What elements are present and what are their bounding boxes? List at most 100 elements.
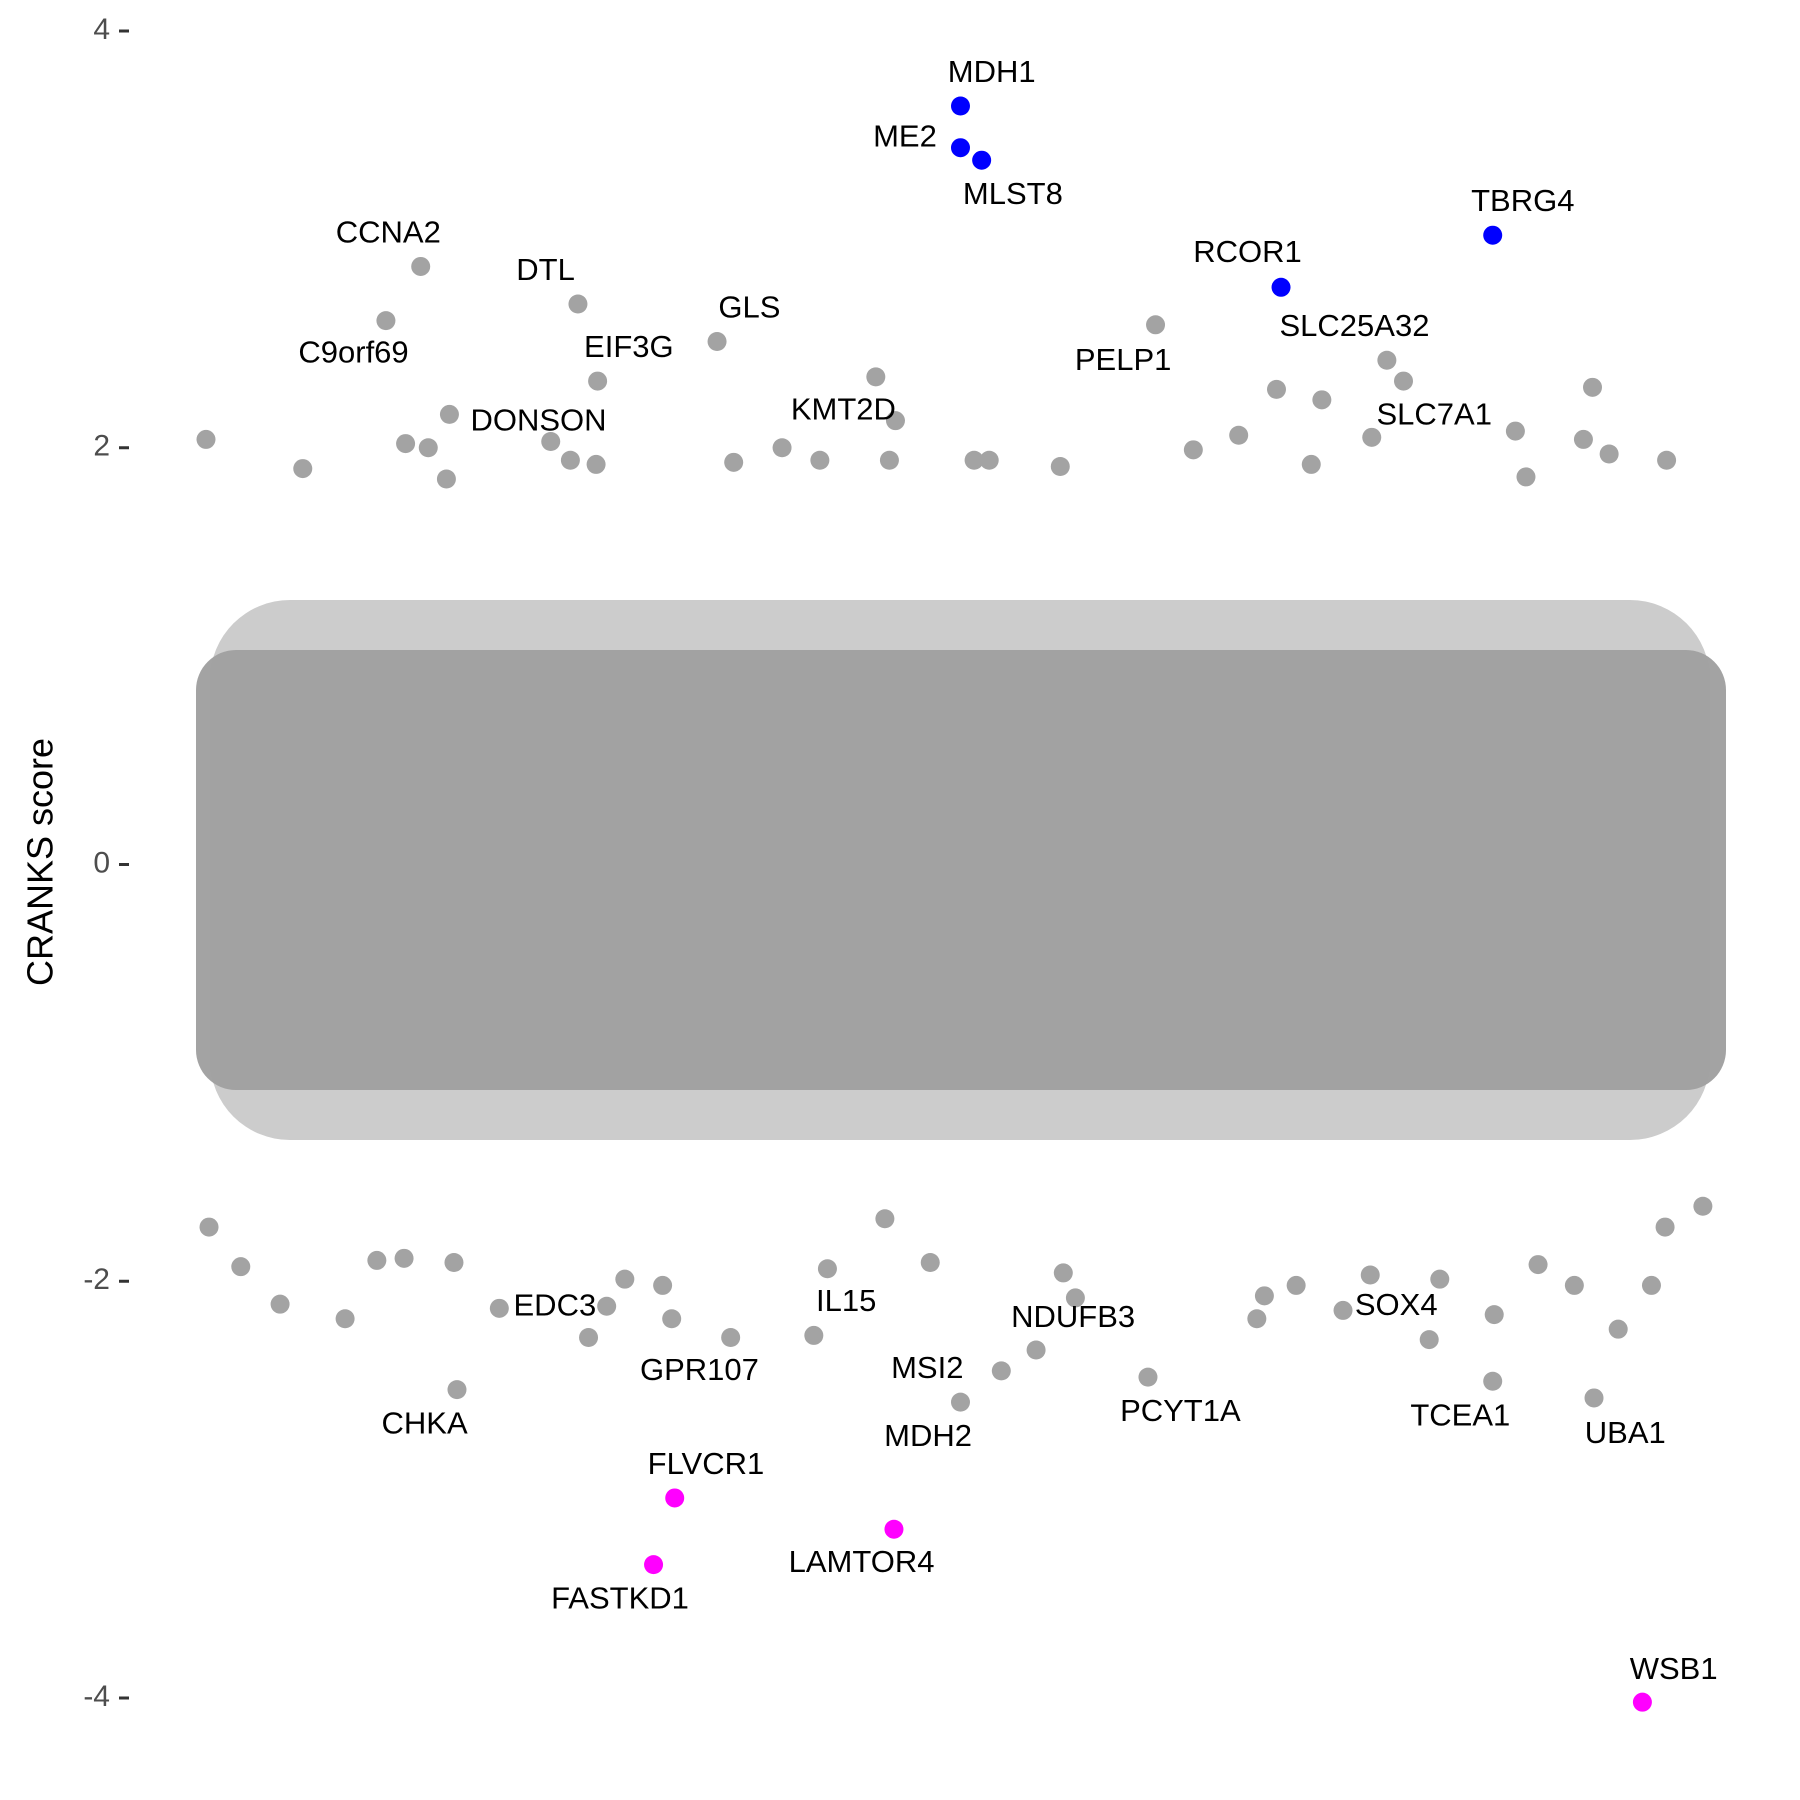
point (1483, 225, 1503, 245)
point (560, 450, 580, 470)
point (665, 1488, 685, 1508)
point (444, 1252, 464, 1272)
y-tick-label: 0 (93, 846, 110, 879)
point (447, 1380, 467, 1400)
point-label: SLC25A32 (1279, 308, 1429, 343)
point-label: GLS (718, 289, 780, 324)
point-label: MDH2 (884, 1418, 972, 1453)
point (196, 429, 216, 449)
point-label: IL15 (816, 1283, 876, 1318)
point (810, 450, 830, 470)
point (1050, 457, 1070, 477)
point (436, 469, 456, 489)
point (1419, 1330, 1439, 1350)
y-tick-label: -4 (83, 1680, 110, 1713)
point (724, 452, 744, 472)
y-tick-label: 2 (93, 430, 110, 463)
point (1394, 371, 1414, 391)
point (588, 371, 608, 391)
point (817, 1259, 837, 1279)
point (964, 450, 984, 470)
point (1286, 1275, 1306, 1295)
point (335, 1309, 355, 1329)
point-label: PCYT1A (1120, 1393, 1241, 1428)
point (1641, 1275, 1661, 1295)
point (1484, 1305, 1504, 1325)
point (721, 1328, 741, 1348)
point (411, 256, 431, 276)
point (489, 1298, 509, 1318)
point (1266, 379, 1286, 399)
point (586, 454, 606, 474)
point (376, 311, 396, 331)
point (1360, 1265, 1380, 1285)
point-label: C9orf69 (298, 334, 408, 369)
point (597, 1296, 617, 1316)
y-tick-label: 4 (93, 13, 110, 46)
point-label: UBA1 (1585, 1415, 1666, 1450)
point (875, 1209, 895, 1229)
point-label: FASTKD1 (551, 1581, 689, 1616)
point (1183, 440, 1203, 460)
point-label: GPR107 (640, 1352, 759, 1387)
point (1608, 1319, 1628, 1339)
point (1573, 429, 1593, 449)
point (644, 1555, 664, 1575)
y-axis-title: CRANKS score (20, 738, 61, 986)
point (1693, 1196, 1713, 1216)
point (979, 450, 999, 470)
point (1138, 1367, 1158, 1387)
point-label: RCOR1 (1193, 234, 1302, 269)
point (866, 367, 886, 387)
point (1247, 1309, 1267, 1329)
point (1312, 390, 1332, 410)
point (950, 96, 970, 116)
point (1564, 1275, 1584, 1295)
point (199, 1217, 219, 1237)
point-label: KMT2D (791, 392, 896, 427)
point (1632, 1692, 1652, 1712)
point (293, 459, 313, 479)
point-label: WSB1 (1630, 1651, 1718, 1686)
dense-point-cloud-edge (210, 600, 1710, 1140)
point-label: MSI2 (891, 1350, 963, 1385)
point (1377, 350, 1397, 370)
point (1301, 454, 1321, 474)
point (1430, 1269, 1450, 1289)
point (653, 1275, 673, 1295)
point (231, 1257, 251, 1277)
point (1528, 1255, 1548, 1275)
point (439, 404, 459, 424)
point (1146, 315, 1166, 335)
y-tick-label: -2 (83, 1263, 110, 1296)
point (1362, 427, 1382, 447)
point-label: SLC7A1 (1376, 397, 1491, 432)
point (1254, 1286, 1274, 1306)
point (541, 431, 561, 451)
point-label: MDH1 (948, 54, 1036, 89)
point-label: TBRG4 (1471, 183, 1574, 218)
point (972, 150, 992, 170)
point (394, 1248, 414, 1268)
point (662, 1309, 682, 1329)
point-label: FLVCR1 (648, 1446, 765, 1481)
point (1483, 1371, 1503, 1391)
point (418, 438, 438, 458)
point (1655, 1217, 1675, 1237)
point (884, 1519, 904, 1539)
point-label: SOX4 (1355, 1287, 1438, 1322)
point-label: NDUFB3 (1011, 1299, 1135, 1334)
point-label: EIF3G (584, 329, 674, 364)
point (920, 1252, 940, 1272)
point-label: LAMTOR4 (789, 1544, 935, 1579)
point (270, 1294, 290, 1314)
point (568, 294, 588, 314)
point (579, 1328, 599, 1348)
point (950, 138, 970, 158)
point-label: PELP1 (1075, 342, 1172, 377)
point (991, 1361, 1011, 1381)
point (804, 1325, 824, 1345)
point (707, 331, 727, 351)
point (367, 1250, 387, 1270)
